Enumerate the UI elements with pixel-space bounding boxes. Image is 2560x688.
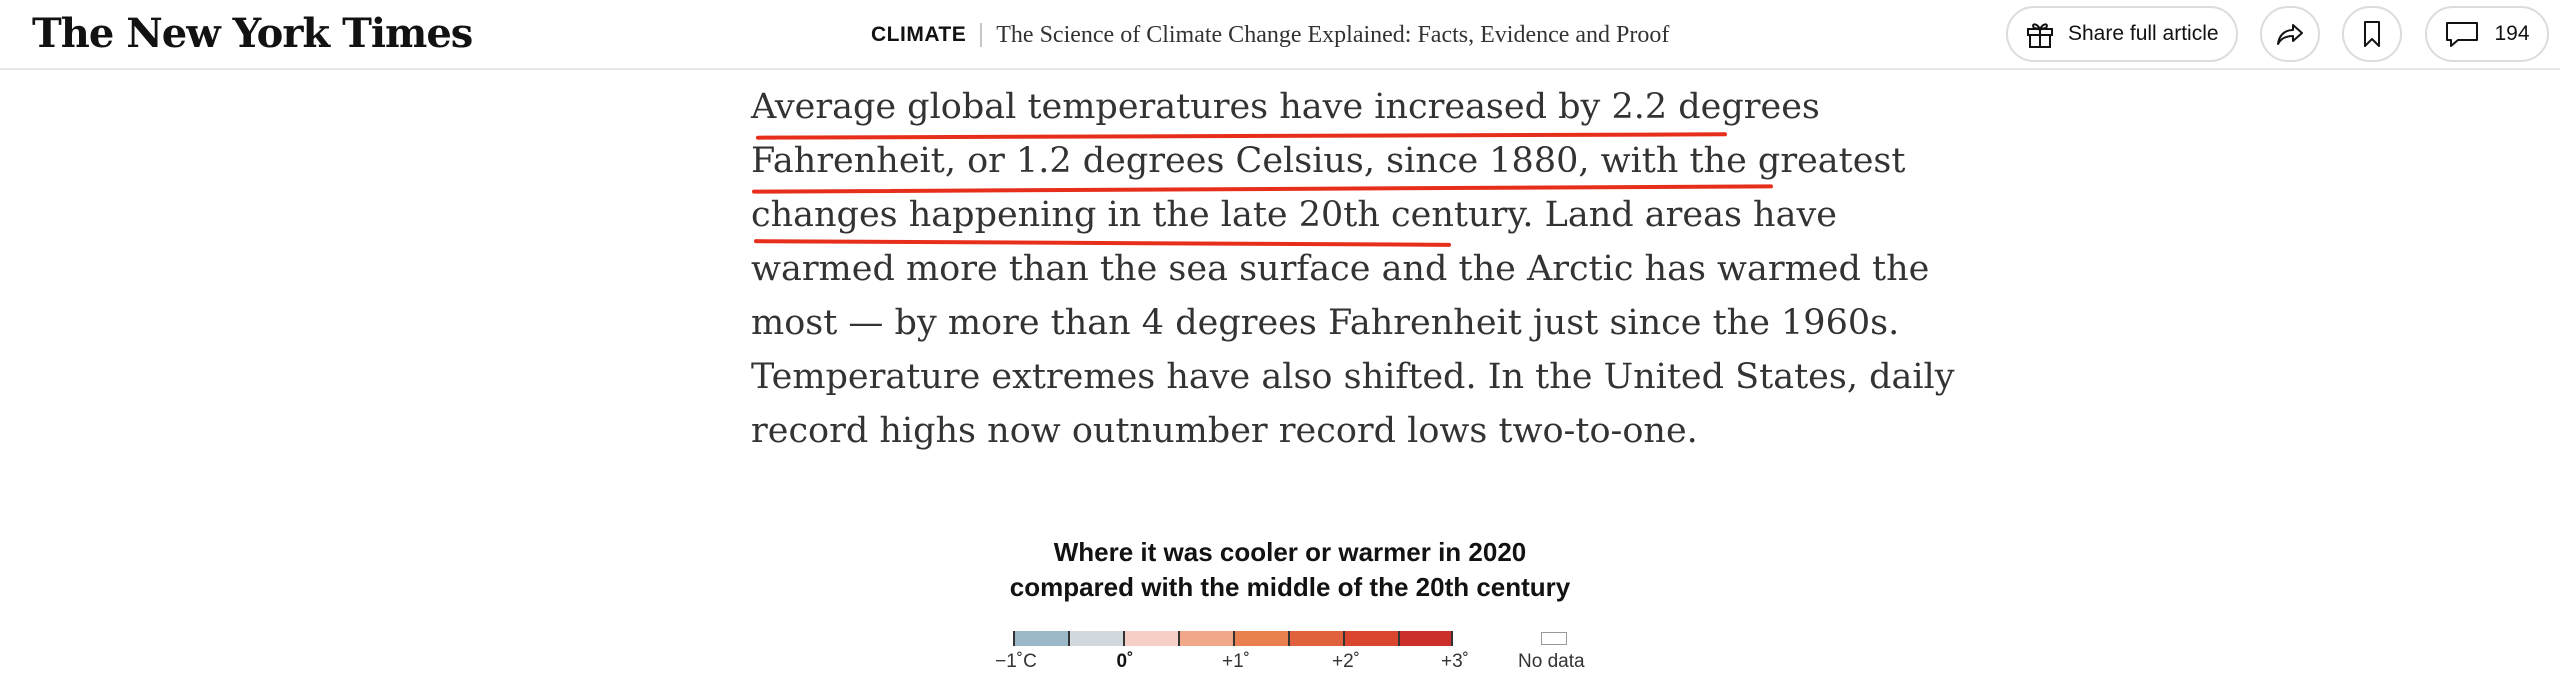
- comments-button[interactable]: 194: [2425, 6, 2549, 62]
- paragraph-line: record highs now outnumber record lows t…: [751, 411, 1698, 451]
- comment-icon: [2444, 18, 2480, 50]
- breadcrumb-divider: [980, 23, 983, 47]
- scale-swatch: [1398, 631, 1453, 646]
- gift-icon: [2024, 18, 2056, 50]
- share-button[interactable]: [2260, 6, 2320, 62]
- temperature-color-scale: [1013, 631, 1453, 646]
- share-full-article-button[interactable]: Share full article: [2006, 6, 2238, 62]
- paragraph-line: changes happening in the late 20th centu…: [751, 195, 1837, 235]
- paragraph-line: Fahrenheit, or 1.2 degrees Celsius, sinc…: [751, 141, 1906, 181]
- legend-title-line: Where it was cooler or warmer in 2020: [1053, 537, 1527, 567]
- legend-title: Where it was cooler or warmer in 2020 co…: [900, 535, 1680, 605]
- section-label[interactable]: CLIMATE: [871, 23, 967, 46]
- paragraph-line: Temperature extremes have also shifted. …: [751, 357, 1955, 397]
- scale-tick-label: +3˚: [1441, 651, 1469, 672]
- no-data-label: No data: [1518, 651, 1585, 672]
- share-label: Share full article: [2068, 22, 2219, 45]
- scale-swatch: [1288, 631, 1343, 646]
- paragraph-line: Average global temperatures have increas…: [751, 87, 1820, 127]
- scale-swatch: [1013, 631, 1068, 646]
- no-data-swatch: [1541, 632, 1567, 645]
- scale-swatch: [1343, 631, 1398, 646]
- paragraph-line: most — by more than 4 degrees Fahrenheit…: [751, 303, 1900, 343]
- scale-tick-label: +1˚: [1222, 651, 1250, 672]
- scale-swatch: [1233, 631, 1288, 646]
- scale-tick-label: 0˚: [1116, 651, 1134, 672]
- scale-tick-label: +2˚: [1332, 651, 1360, 672]
- scale-swatch: [1123, 631, 1178, 646]
- article-paragraph: Average global temperatures have increas…: [751, 80, 1955, 458]
- paragraph-line: warmed more than the sea surface and the…: [751, 249, 1930, 289]
- scale-tick-label: −1˚C: [995, 651, 1037, 672]
- article-title: The Science of Climate Change Explained:…: [996, 21, 1670, 48]
- scale-swatch: [1178, 631, 1233, 646]
- nyt-logo[interactable]: The New York Times: [32, 10, 473, 57]
- scale-swatch: [1068, 631, 1123, 646]
- comments-count: 194: [2494, 22, 2530, 45]
- bookmark-icon: [2358, 18, 2386, 50]
- legend-title-line: compared with the middle of the 20th cen…: [1009, 572, 1571, 602]
- save-button[interactable]: [2342, 6, 2402, 62]
- article-breadcrumb: CLIMATE The Science of Climate Change Ex…: [871, 16, 1669, 54]
- share-forward-icon: [2274, 18, 2306, 50]
- site-header: The New York Times CLIMATE The Science o…: [0, 0, 2560, 70]
